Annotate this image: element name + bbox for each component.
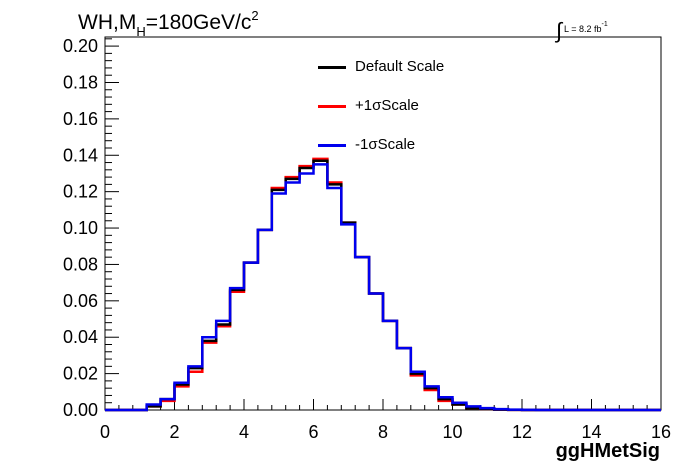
x-tick-label: 14 [581,422,601,442]
y-tick-label: 0.16 [63,109,98,129]
chart-title-rest: =180GeV/c [145,11,252,34]
y-tick-label: 0.12 [63,182,98,202]
legend-label-minus1sigma: -1σScale [355,136,416,153]
legend-label-plus1sigma: +1σScale [355,97,419,114]
x-tick-label: 10 [442,422,462,442]
y-tick-label: 0.14 [63,145,98,165]
series-line-minus1sigma [105,163,661,412]
x-tick-label: 0 [100,422,110,442]
y-tick-label: 0.02 [63,364,98,384]
x-tick-label: 2 [169,422,179,442]
x-tick-label: 8 [378,422,388,442]
luminosity-unit-exponent: -1 [601,21,608,28]
chart-title: WH,MH=180GeV/c2 [78,8,259,39]
x-tick-label: 4 [239,422,249,442]
x-tick-label: 6 [308,422,318,442]
legend-swatch-default [318,66,346,69]
y-tick-label: 0.04 [63,327,98,347]
series-group [105,157,661,412]
legend-swatch-plus1sigma [318,105,346,108]
y-tick-label: 0.10 [63,218,98,238]
chart-title-main: WH,M [78,11,137,34]
luminosity-text: L = 8.2 fb [564,24,602,34]
legend-label-default: Default Scale [355,58,445,75]
x-tick-label: 16 [651,422,671,442]
y-tick-label: 0.06 [63,291,98,311]
plot-frame [104,36,662,411]
x-axis-title: ggHMetSig [555,440,660,462]
y-tick-label: 0.18 [63,72,98,92]
chart-title-superscript: 2 [251,8,259,23]
y-tick-label: 0.00 [63,400,98,420]
x-tick-label: 12 [512,422,532,442]
integral-symbol: ∫ [556,18,563,43]
chart-title-subscript: H [136,24,146,39]
luminosity-label: ∫ L = 8.2 fb-1 [556,12,608,43]
axis-ticks: 0 2 4 6 8 10 12 14 16 0.00 0.02 0.04 0.06 0.08 0.10 0.1… [63,36,671,442]
y-tick-label: 0.08 [63,254,98,274]
y-tick-label: 0.20 [63,36,98,56]
legend-swatch-minus1sigma [318,144,346,147]
